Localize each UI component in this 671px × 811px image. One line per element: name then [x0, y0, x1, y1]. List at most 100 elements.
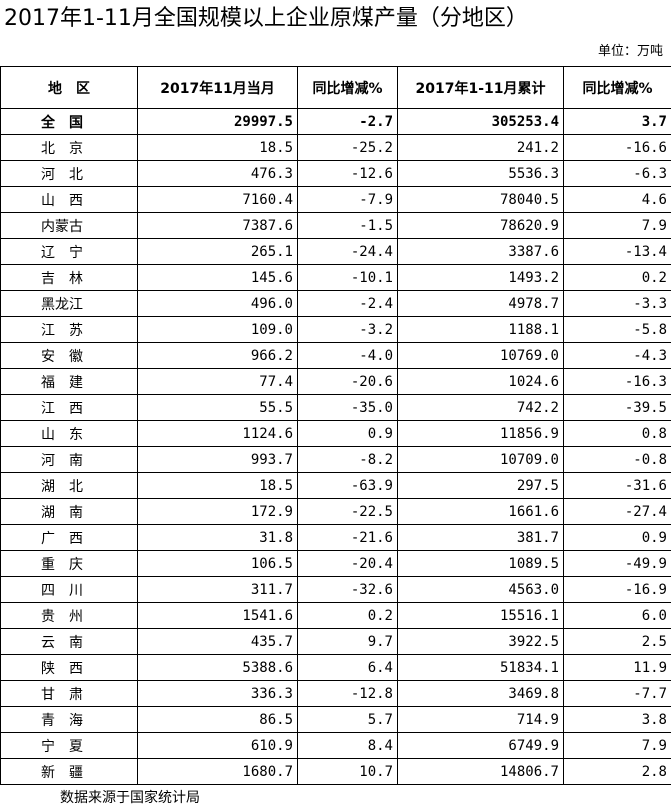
value-cell: 993.7	[137, 446, 298, 473]
value-cell: 0.2	[563, 264, 671, 291]
unit: 单位：万吨	[597, 44, 663, 59]
table-row: 新 疆 1680.7 10.7 14806.7 2.8	[0, 758, 671, 785]
table-row: 内蒙古 7387.6 -1.5 78620.9 7.9	[0, 212, 671, 239]
value-cell: -25.2	[297, 134, 398, 161]
table-row: 黑龙江 496.0 -2.4 4978.7 -3.3	[0, 290, 671, 317]
value-cell: 51834.1	[397, 654, 564, 681]
value-cell: 311.7	[137, 576, 298, 603]
value-cell: -5.8	[563, 316, 671, 343]
table-row: 吉 林 145.6 -10.1 1493.2 0.2	[0, 264, 671, 291]
value-cell: 14806.7	[397, 758, 564, 785]
value-cell: -12.8	[297, 680, 398, 707]
table-row: 云 南 435.7 9.7 3922.5 2.5	[0, 628, 671, 655]
region-cell: 甘 肃	[0, 680, 138, 707]
value-cell: 1089.5	[397, 550, 564, 577]
value-cell: 4978.7	[397, 290, 564, 317]
region-cell: 陕 西	[0, 654, 138, 681]
value-cell: -27.4	[563, 498, 671, 525]
value-cell: 77.4	[137, 368, 298, 395]
value-cell: -31.6	[563, 472, 671, 499]
column-header: 同比增减%	[563, 66, 671, 109]
value-cell: 55.5	[137, 394, 298, 421]
value-cell: 3469.8	[397, 680, 564, 707]
value-cell: 6749.9	[397, 732, 564, 759]
region-cell: 内蒙古	[0, 212, 138, 239]
region-cell: 宁 夏	[0, 732, 138, 759]
region-cell: 河 北	[0, 160, 138, 187]
value-cell: 15516.1	[397, 602, 564, 629]
table-row: 河 北 476.3 -12.6 5536.3 -6.3	[0, 160, 671, 187]
column-header: 2017年1-11月累计	[397, 66, 564, 109]
region-cell: 重 庆	[0, 550, 138, 577]
value-cell: 11856.9	[397, 420, 564, 447]
value-cell: -10.1	[297, 264, 398, 291]
table-row: 陕 西 5388.6 6.4 51834.1 11.9	[0, 654, 671, 681]
region-cell: 贵 州	[0, 602, 138, 629]
region-cell: 北 京	[0, 134, 138, 161]
region-cell: 新 疆	[0, 758, 138, 785]
title: 2017年1-11月全国规模以上企业原煤产量（分地区）	[4, 6, 528, 31]
region-cell: 福 建	[0, 368, 138, 395]
value-cell: -12.6	[297, 160, 398, 187]
value-cell: 11.9	[563, 654, 671, 681]
value-cell: 0.9	[297, 420, 398, 447]
value-cell: 496.0	[137, 290, 298, 317]
value-cell: -24.4	[297, 238, 398, 265]
value-cell: 241.2	[397, 134, 564, 161]
region-cell: 云 南	[0, 628, 138, 655]
table-row: 辽 宁 265.1 -24.4 3387.6 -13.4	[0, 238, 671, 265]
value-cell: 10769.0	[397, 342, 564, 369]
value-cell: 86.5	[137, 706, 298, 733]
region-cell: 湖 北	[0, 472, 138, 499]
value-cell: -1.5	[297, 212, 398, 239]
value-cell: -63.9	[297, 472, 398, 499]
value-cell: 78620.9	[397, 212, 564, 239]
region-cell: 河 南	[0, 446, 138, 473]
value-cell: 3.8	[563, 706, 671, 733]
table-row: 宁 夏 610.9 8.4 6749.9 7.9	[0, 732, 671, 759]
value-cell: -20.4	[297, 550, 398, 577]
value-cell: 2.8	[563, 758, 671, 785]
table-row: 贵 州 1541.6 0.2 15516.1 6.0	[0, 602, 671, 629]
value-cell: -2.7	[297, 108, 398, 135]
table-row: 安 徽 966.2 -4.0 10769.0 -4.3	[0, 342, 671, 369]
value-cell: 7387.6	[137, 212, 298, 239]
value-cell: 172.9	[137, 498, 298, 525]
value-cell: 109.0	[137, 316, 298, 343]
table-row: 青 海 86.5 5.7 714.9 3.8	[0, 706, 671, 733]
value-cell: 1493.2	[397, 264, 564, 291]
value-cell: -4.0	[297, 342, 398, 369]
table-row: 福 建 77.4 -20.6 1024.6 -16.3	[0, 368, 671, 395]
region-cell: 江 西	[0, 394, 138, 421]
value-cell: -16.6	[563, 134, 671, 161]
value-cell: 145.6	[137, 264, 298, 291]
region-cell: 青 海	[0, 706, 138, 733]
value-cell: 966.2	[137, 342, 298, 369]
value-cell: -0.8	[563, 446, 671, 473]
value-cell: -3.2	[297, 316, 398, 343]
value-cell: -8.2	[297, 446, 398, 473]
table-row: 江 西 55.5 -35.0 742.2 -39.5	[0, 394, 671, 421]
value-cell: 1680.7	[137, 758, 298, 785]
region-cell: 黑龙江	[0, 290, 138, 317]
value-cell: -49.9	[563, 550, 671, 577]
value-cell: 336.3	[137, 680, 298, 707]
value-cell: 78040.5	[397, 186, 564, 213]
value-cell: -6.3	[563, 160, 671, 187]
value-cell: 265.1	[137, 238, 298, 265]
value-cell: 714.9	[397, 706, 564, 733]
value-cell: -3.3	[563, 290, 671, 317]
value-cell: 381.7	[397, 524, 564, 551]
value-cell: -21.6	[297, 524, 398, 551]
value-cell: -20.6	[297, 368, 398, 395]
value-cell: 10.7	[297, 758, 398, 785]
value-cell: 3387.6	[397, 238, 564, 265]
value-cell: 8.4	[297, 732, 398, 759]
table-row: 湖 北 18.5 -63.9 297.5 -31.6	[0, 472, 671, 499]
region-cell: 吉 林	[0, 264, 138, 291]
region-cell: 辽 宁	[0, 238, 138, 265]
table-row: 重 庆 106.5 -20.4 1089.5 -49.9	[0, 550, 671, 577]
value-cell: -13.4	[563, 238, 671, 265]
value-cell: 10709.0	[397, 446, 564, 473]
